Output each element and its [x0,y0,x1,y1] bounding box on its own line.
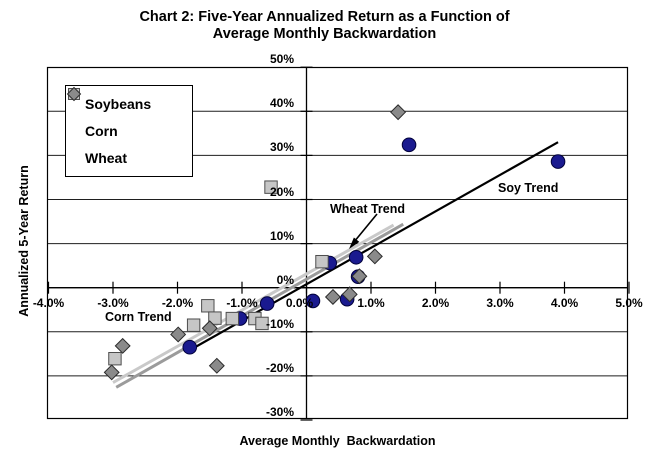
x-tick-label: 4.0% [550,296,579,310]
x-tick-label: -3.0% [97,296,129,310]
x-tick-label: 3.0% [486,296,514,310]
y-axis-title: Annualized 5-Year Return [17,165,31,317]
legend-item-corn: Corn [68,88,192,140]
x-tick-label: -2.0% [161,296,194,310]
wheat-point [170,326,187,343]
wheat-point [103,364,120,381]
y-tick-label: 20% [269,184,294,199]
y-tick-label: -10% [265,316,294,331]
corn-point [264,180,278,194]
legend-label-wheat: Wheat [85,149,127,166]
corn-point [208,311,222,325]
corn-point [315,254,329,269]
soybeans-point [550,154,566,169]
soybeans-point [401,137,417,153]
wheat-trend-arrowhead [349,237,360,249]
x-tick-label: 5.0% [615,296,643,310]
legend-label-corn: Corn [85,122,118,139]
wheat-point [324,288,341,305]
plot-border [46,66,629,420]
y-tick-label: 10% [269,228,294,243]
y-tick-label: -30% [265,405,294,419]
corn-trend-label: Corn Trend [105,310,172,324]
soybeans-point [182,339,198,355]
corn-point [255,316,269,331]
chart-title-line1: Chart 2: Five-Year Annualized Return as … [139,9,510,25]
x-tick-label: 0.0% [285,296,314,310]
plot-area: 50% 40% 30% 20% 10% 0% -10% -20% -30% -4.0% -3.0% -… [33,52,643,421]
corn-point [201,299,215,313]
wheat-point [341,286,358,303]
y-tick-label: 50% [269,52,294,67]
soy-trend-label: Soy Trend [498,181,559,195]
corn-point [186,318,201,332]
legend-item-soybeans: Soybeans [68,88,192,113]
soybeans-point [348,249,364,265]
x-tick-label: 2.0% [421,296,450,310]
y-tick-label: 0% [276,272,294,287]
chart-title-line2: Average Monthly Backwardation [212,26,437,42]
corn-point [225,311,240,326]
chart-title: Chart 2: Five-Year Annualized Return as … [0,9,649,43]
y-tick-label: 40% [269,96,294,111]
y-tick-label: 30% [269,140,294,155]
legend-item-wheat: Wheat [66,86,192,167]
plot-canvas [46,66,630,421]
x-tick-label: -1.0% [226,296,258,310]
y-tick-label: -20% [265,360,294,375]
wheat-point [366,248,383,265]
trend-line-corn [112,223,395,384]
wheat-trend-label: Wheat Trend [330,202,406,216]
wheat-point [351,268,368,285]
legend-label-soybeans: Soybeans [85,96,152,113]
corn-point [108,352,122,366]
soybeans-point [259,296,275,311]
soybeans-point [305,293,321,309]
x-tick-label: 1.0% [357,296,385,310]
wheat-point [201,320,218,337]
legend: Soybeans Corn Wheat [65,85,193,177]
wheat-point [208,357,225,374]
wheat-trend-arrow [353,213,378,243]
x-axis-title: Average Monthly Backwardation [239,434,436,448]
wheat-point [114,337,131,354]
wheat-marker-icon [66,86,82,102]
x-tick-label: -4.0% [32,296,65,310]
wheat-point [390,104,407,121]
